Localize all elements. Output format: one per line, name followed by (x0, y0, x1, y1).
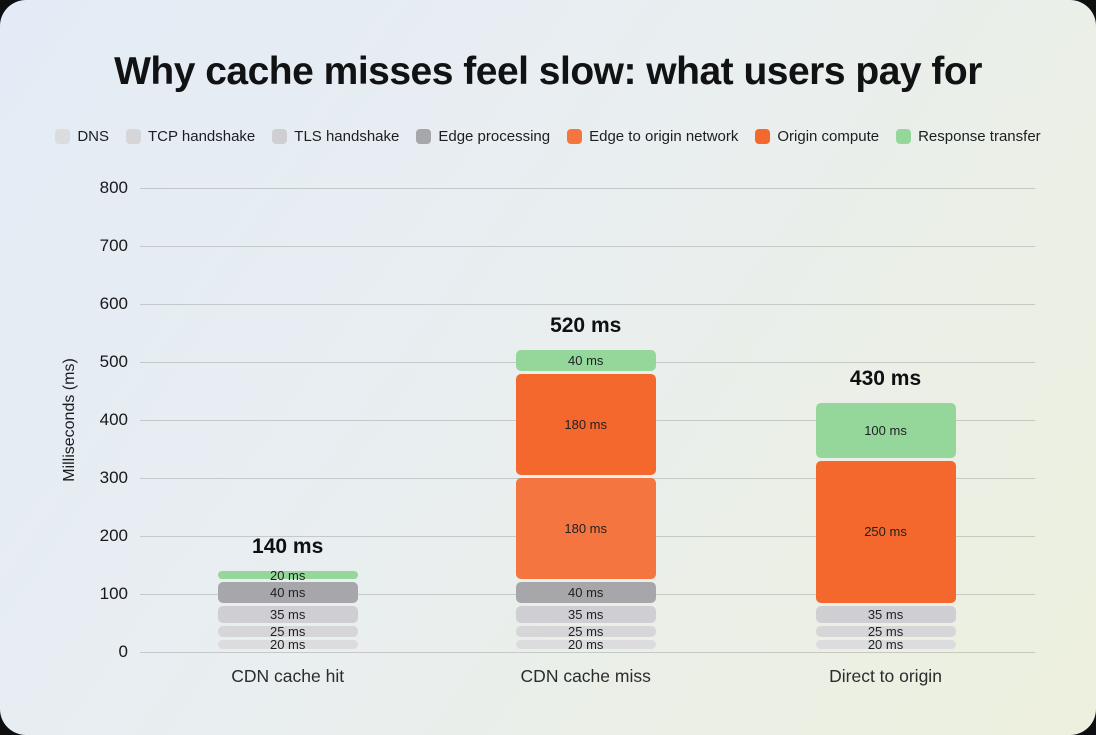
bar-total-label: 140 ms (252, 534, 324, 558)
segment-value-label: 40 ms (269, 584, 306, 600)
legend-item: DNS (55, 128, 109, 145)
bar-segment: 40 ms (515, 582, 656, 603)
y-tick-label: 700 (99, 236, 128, 255)
bar-segment: 20 ms (217, 637, 358, 653)
segment-value-label: 40 ms (568, 584, 604, 600)
legend-label: Edge to origin network (589, 128, 739, 145)
segment-value-label: 20 ms (568, 637, 604, 653)
bar-segment: 180 ms (515, 373, 656, 475)
y-axis-title: Milliseconds (ms) (61, 358, 78, 482)
y-tick-label: 200 (99, 526, 128, 545)
gridline (140, 651, 1035, 653)
y-tick-label: 100 (99, 584, 128, 603)
x-axis-label: Direct to origin (829, 666, 942, 686)
bar-segment: 20 ms (515, 637, 656, 653)
bar-segment: 35 ms (815, 605, 956, 623)
bar-segment: 40 ms (217, 582, 358, 603)
legend-label: Origin compute (777, 128, 880, 145)
legend-swatch (125, 129, 141, 144)
plot-area: 0 100 200 300 400 500 600 700 800 20 ms 25 ms 35 ms… (100, 178, 1035, 686)
gridline (140, 303, 1035, 305)
legend-swatch (55, 129, 71, 144)
legend-item: TCP handshake (125, 128, 256, 145)
segment-value-label: 35 ms (568, 606, 604, 622)
legend-item: TLS handshake (272, 128, 399, 145)
legend-swatch (272, 129, 288, 144)
x-axis-label: CDN cache miss (520, 666, 651, 686)
legend-item: Response transfer (896, 128, 1041, 145)
chart-title: Why cache misses feel slow: what users p… (114, 50, 982, 93)
segment-value-label: 25 ms (269, 624, 306, 640)
segment-value-label: 180 ms (564, 416, 608, 432)
segment-value-label: 25 ms (867, 624, 904, 640)
bar-segment: 40 ms (515, 350, 656, 371)
y-tick-label: 0 (118, 642, 128, 661)
gridline (140, 187, 1035, 189)
segment-value-label: 25 ms (568, 624, 604, 640)
bar-segment: 100 ms (815, 402, 956, 458)
segment-value-label: 180 ms (564, 521, 608, 537)
gridline (140, 245, 1035, 247)
bar-segment: 25 ms (217, 624, 358, 640)
bar-segment: 20 ms (217, 567, 358, 583)
bar-segment: 35 ms (217, 605, 358, 623)
bar-total-label: 430 ms (849, 366, 922, 390)
y-tick-label: 600 (99, 294, 128, 313)
legend-swatch (755, 129, 771, 144)
legend-swatch (567, 129, 583, 144)
bar-segment: 20 ms (815, 637, 956, 653)
legend-label: Response transfer (918, 128, 1041, 145)
legend-item: Edge processing (416, 128, 550, 145)
x-axis-label: CDN cache hit (231, 666, 345, 686)
legend-label: TCP handshake (147, 128, 256, 145)
bar-segment: 25 ms (815, 624, 956, 640)
y-tick-label: 300 (99, 468, 128, 487)
segment-value-label: 20 ms (269, 637, 306, 653)
legend-swatch (416, 129, 432, 144)
segment-value-label: 250 ms (864, 524, 907, 540)
legend-item: Origin compute (755, 128, 879, 145)
bar-segment: 180 ms (515, 478, 656, 580)
bar-segment: 250 ms (815, 460, 956, 603)
bar-segment: 25 ms (515, 624, 656, 640)
segment-value-label: 100 ms (864, 422, 907, 438)
legend-label: TLS handshake (294, 128, 400, 145)
bar-segment: 35 ms (515, 605, 656, 623)
segment-value-label: 35 ms (867, 606, 904, 622)
segment-value-label: 20 ms (269, 567, 306, 583)
segment-value-label: 20 ms (867, 637, 904, 653)
y-tick-label: 800 (99, 178, 128, 197)
bar-total-label: 520 ms (550, 314, 622, 338)
legend-item: Edge to origin network (567, 128, 738, 145)
segment-value-label: 40 ms (568, 352, 604, 368)
legend-swatch (896, 129, 912, 144)
legend: DNS TCP handshake TLS handshake Edge proces… (0, 128, 1096, 145)
y-tick-label: 400 (99, 410, 128, 429)
y-tick-label: 500 (99, 352, 128, 371)
legend-label: Edge processing (438, 128, 551, 145)
legend-label: DNS (77, 128, 109, 145)
segment-value-label: 35 ms (269, 606, 306, 622)
